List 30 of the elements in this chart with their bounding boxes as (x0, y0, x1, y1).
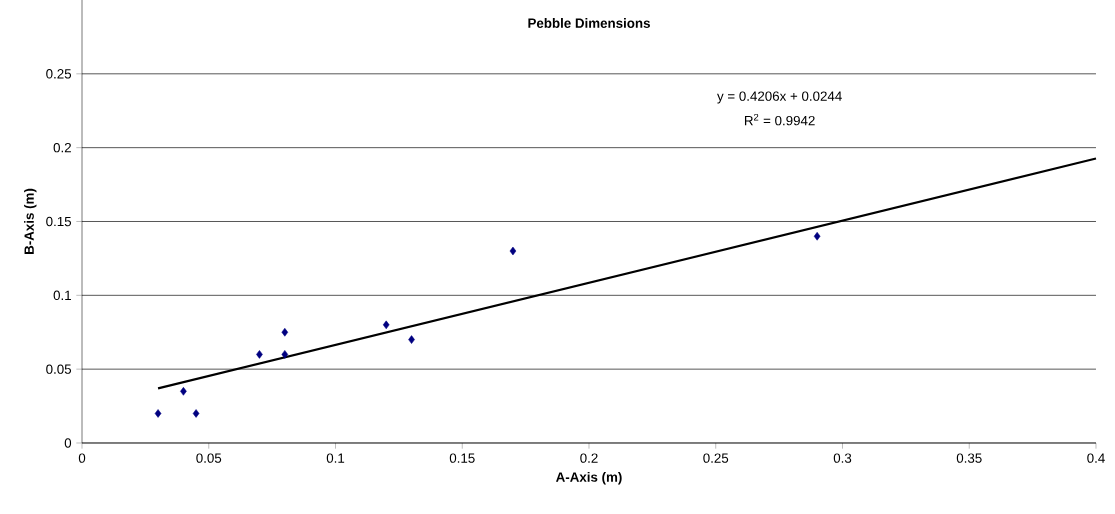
y-tick-label: 0.25 (46, 69, 72, 79)
point (256, 350, 263, 359)
y-tick-label: 0.15 (46, 216, 72, 227)
point (813, 231, 821, 241)
point (509, 246, 517, 256)
x-tick-label: 0.15 (449, 453, 475, 463)
y-axis-title: B-Axis (m) (24, 188, 37, 254)
point (382, 320, 390, 330)
point (281, 327, 289, 337)
annotation: R$^{2}$ = 0.9942 (744, 113, 815, 126)
annotation: y = 0.4206x + 0.0244 (717, 91, 842, 104)
x-tick-label: 0.1 (326, 453, 345, 463)
point (192, 409, 200, 418)
y-tick-label: 0.1 (53, 290, 71, 301)
x-tick-label: 0.25 (703, 453, 729, 463)
x-tick-label: 0 (78, 453, 86, 463)
point (281, 350, 289, 359)
y-tick-label: 0 (64, 438, 72, 448)
x-tick-label: 0.35 (956, 453, 982, 463)
y-tick-label: 0.05 (46, 364, 72, 374)
y-tick-label: 0.2 (53, 142, 71, 153)
text: Pebble Dimensions (528, 18, 650, 28)
x-tick-label: 0.4 (1087, 453, 1105, 463)
x-tick-label: 0.05 (196, 453, 222, 463)
point (180, 387, 187, 396)
x-tick-label: 0.3 (833, 453, 852, 463)
x-tick-label: 0.2 (580, 453, 598, 463)
point (408, 335, 415, 344)
point (154, 409, 162, 418)
x-axis-title: A-Axis (m) (556, 471, 622, 485)
